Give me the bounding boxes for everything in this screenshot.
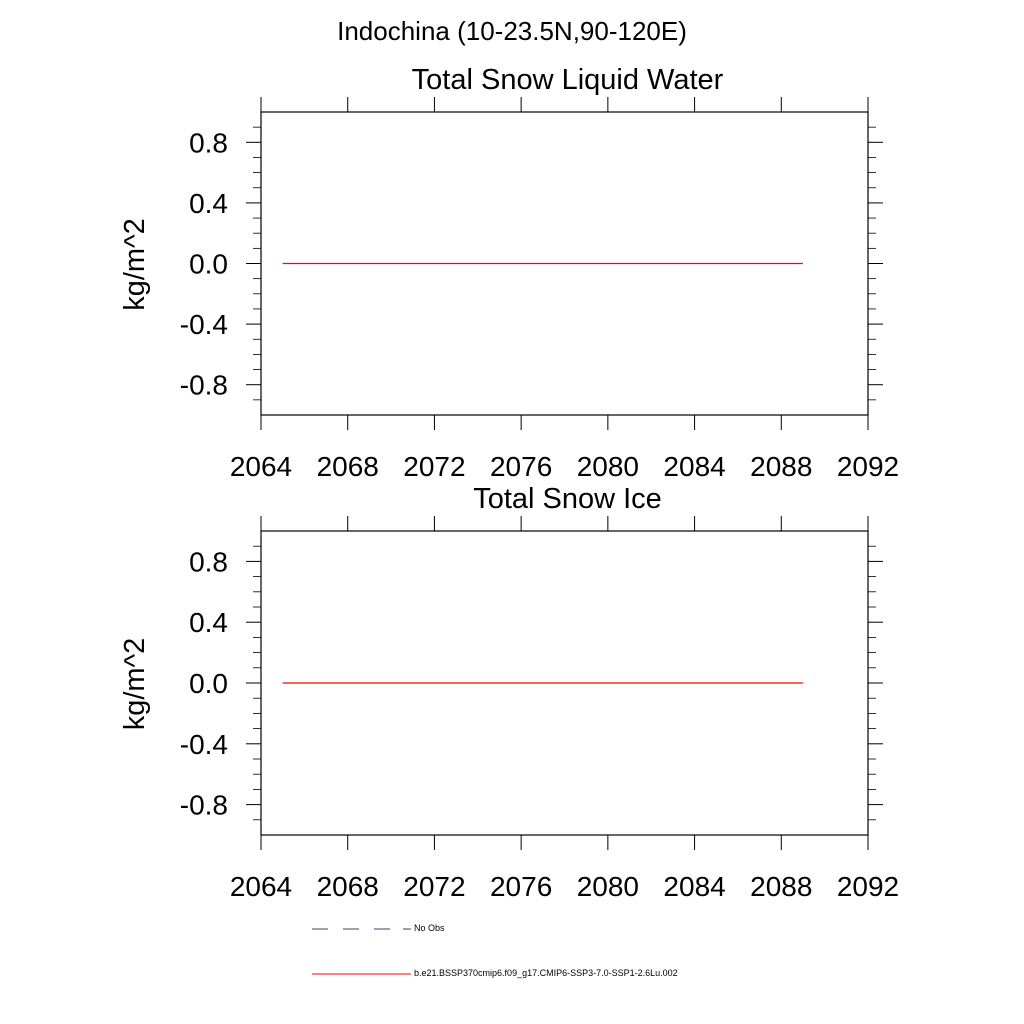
legend-label-model-run: b.e21.BSSP370cmip6.f09_g17.CMIP6-SSP3-7.… — [414, 968, 678, 978]
x-tick-label: 2092 — [837, 451, 899, 482]
y-tick-label: 0.0 — [189, 668, 228, 699]
x-tick-label: 2092 — [837, 871, 899, 902]
y-tick-label: 0.0 — [189, 249, 228, 280]
chart-panel-2: Total Snow Ice 2064 2068 2072 2076 2080 2084 20… — [119, 483, 899, 902]
x-tick-label: 2088 — [750, 871, 812, 902]
x-tick-label: 2064 — [230, 451, 292, 482]
chart-panel-1: Total Snow Liquid Water 2064 2068 2072 2076 2… — [119, 64, 899, 482]
y-tick-label: 0.8 — [189, 127, 228, 158]
y-tick-label: -0.8 — [180, 790, 228, 821]
figure-supertitle: Indochina (10-23.5N,90-120E) — [337, 16, 687, 46]
chart-title: Total Snow Ice — [473, 483, 662, 515]
y-axis-label: kg/m^2 — [119, 638, 151, 731]
x-tick-label: 2088 — [750, 451, 812, 482]
y-tick-label: -0.8 — [180, 370, 228, 401]
x-tick-label: 2080 — [577, 871, 639, 902]
x-tick-label: 2072 — [403, 871, 465, 902]
legend: No Obs b.e21.BSSP370cmip6.f09_g17.CMIP6-… — [0, 905, 1024, 1005]
x-tick-label: 2080 — [577, 451, 639, 482]
x-tick-label: 2084 — [663, 451, 725, 482]
legend-swatches — [312, 928, 411, 975]
chart-title: Total Snow Liquid Water — [412, 64, 724, 96]
legend-label-no-obs: No Obs — [414, 923, 445, 933]
y-tick-label: 0.8 — [189, 546, 228, 577]
y-tick-label: -0.4 — [180, 729, 228, 760]
x-tick-label: 2068 — [317, 871, 379, 902]
x-tick-label: 2072 — [403, 451, 465, 482]
x-tick-label: 2064 — [230, 871, 292, 902]
x-tick-label: 2076 — [490, 871, 552, 902]
y-tick-label: -0.4 — [180, 309, 228, 340]
y-tick-label: 0.4 — [189, 607, 228, 638]
x-tick-label: 2068 — [317, 451, 379, 482]
y-axis-label: kg/m^2 — [119, 218, 151, 311]
x-tick-label: 2076 — [490, 451, 552, 482]
y-tick-label: 0.4 — [189, 188, 228, 219]
x-tick-label: 2084 — [663, 871, 725, 902]
